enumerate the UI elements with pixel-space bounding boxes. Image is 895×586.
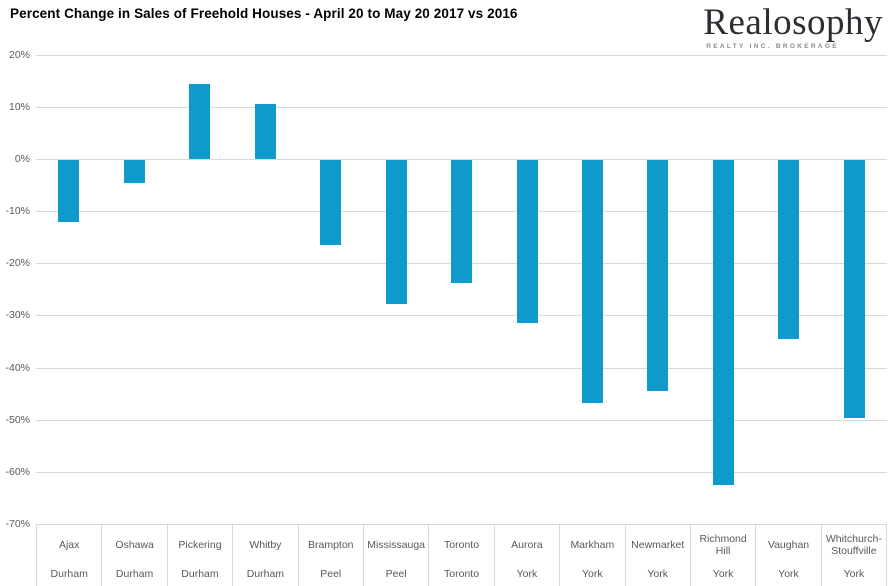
category-city-label: Vaughan — [767, 539, 810, 551]
y-axis-label--70: -70% — [5, 518, 30, 530]
bar-vaughan — [778, 160, 800, 340]
bar-whitchurch-stouffville — [843, 160, 865, 418]
category-city-label: Mississauga — [367, 539, 426, 551]
category-region-label: Durham — [246, 568, 285, 580]
category-cell-whitchurch-stouffville: Whitchurch-Stouffville York — [820, 525, 888, 586]
bar-richmond-hill — [712, 160, 734, 486]
y-axis-label--40: -40% — [5, 361, 30, 374]
category-region-label: York — [843, 568, 865, 580]
category-city-label: Whitchurch-Stouffville — [825, 533, 882, 557]
bar-newmarket — [647, 160, 669, 391]
category-city-label: Toronto — [444, 539, 480, 551]
y-axis-label-20: 20% — [8, 48, 30, 61]
category-cell-markham: Markham York — [559, 525, 624, 586]
bar-brampton — [320, 160, 342, 245]
bar-oshawa — [123, 160, 145, 183]
y-axis-label--20: -20% — [5, 257, 30, 270]
gridline-10 — [36, 106, 887, 108]
category-cell-brampton: Brampton Peel — [297, 525, 363, 586]
category-axis-table: Ajax Durham Oshawa Durham Pickering Durham Whi… — [36, 524, 888, 586]
chart-title: Percent Change in Sales of Freehold Hous… — [10, 6, 518, 21]
bar-aurora — [516, 160, 538, 324]
category-cell-pickering: Pickering Durham — [166, 525, 232, 586]
category-city-label: Whitby — [249, 539, 282, 551]
bar-markham — [581, 160, 603, 403]
logo-brand-text: Realosophy — [703, 2, 883, 43]
bar-ajax — [58, 160, 80, 222]
y-axis-label--60: -60% — [5, 465, 30, 478]
category-cell-newmarket: Newmarket York — [624, 525, 690, 586]
category-city-label: Aurora — [511, 539, 543, 551]
gridline--30 — [36, 315, 887, 317]
category-city-label: Markham — [570, 539, 615, 551]
category-city-label: Brampton — [307, 539, 354, 551]
category-region-label: York — [778, 568, 799, 580]
category-region-label: York — [712, 568, 734, 580]
category-cell-richmond-hill: Richmond Hill York — [689, 525, 755, 586]
category-cell-oshawa: Oshawa Durham — [101, 525, 166, 586]
gridline--40 — [36, 367, 887, 369]
category-city-label: Richmond Hill — [699, 533, 747, 557]
category-region-label: Peel — [385, 568, 407, 580]
category-cell-aurora: Aurora York — [493, 525, 559, 586]
y-axis-label-0: 0% — [14, 153, 30, 165]
category-cell-vaughan: Vaughan York — [755, 525, 820, 586]
realosophy-logo: Realosophy REALTY INC. BROKERAGE — [703, 2, 883, 51]
category-region-label: Durham — [181, 568, 219, 580]
gridline-0 — [36, 159, 887, 160]
y-axis-label-10: 10% — [8, 100, 30, 113]
y-axis-label--30: -30% — [5, 309, 30, 322]
bar-whitby — [254, 104, 276, 159]
category-city-label: Pickering — [178, 539, 222, 551]
bar-pickering — [189, 84, 211, 159]
category-city-label: Oshawa — [115, 539, 154, 551]
category-region-label: Durham — [115, 568, 154, 580]
logo-tagline-text: REALTY INC. BROKERAGE — [706, 43, 839, 50]
category-city-label: Newmarket — [631, 539, 685, 551]
category-region-label: Durham — [50, 568, 88, 580]
category-cell-mississauga: Mississauga Peel — [362, 525, 428, 586]
y-axis-label--50: -50% — [5, 413, 30, 426]
bar-mississauga — [385, 160, 407, 304]
gridline--60 — [36, 471, 887, 473]
category-region-label: York — [516, 568, 538, 580]
y-axis-label--10: -10% — [5, 205, 30, 218]
gridline--50 — [36, 419, 887, 421]
category-city-label: Ajax — [58, 539, 80, 551]
category-region-label: York — [582, 568, 603, 580]
category-region-label: York — [647, 568, 669, 580]
category-cell-ajax: Ajax Durham — [36, 525, 101, 586]
bar-toronto — [451, 160, 472, 283]
category-cell-whitby: Whitby Durham — [232, 525, 297, 586]
category-region-label: Peel — [320, 568, 342, 580]
category-region-label: Toronto — [444, 568, 480, 580]
category-cell-toronto: Toronto Toronto — [428, 525, 493, 586]
gridline-20 — [36, 54, 887, 56]
